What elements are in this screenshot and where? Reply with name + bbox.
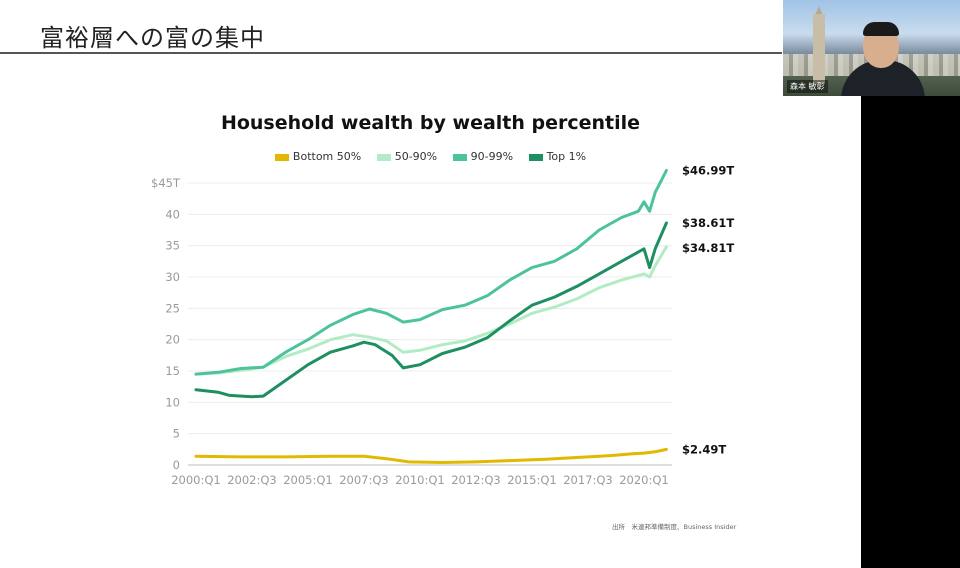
x-tick-label: 2005:Q1 xyxy=(283,473,333,487)
y-tick-label: 0 xyxy=(173,458,180,472)
legend-item-top-1: Top 1% xyxy=(528,150,587,163)
title-divider xyxy=(0,52,782,54)
y-tick-label: 35 xyxy=(165,239,180,253)
y-tick-label: 5 xyxy=(173,427,180,441)
legend-label-90-99: 90-99% xyxy=(470,150,514,163)
x-tick-label: 2020:Q1 xyxy=(619,473,669,487)
webcam-tower xyxy=(813,14,825,84)
series-line-1 xyxy=(194,245,668,376)
webcam-tower-top xyxy=(814,6,824,18)
series-line-2 xyxy=(194,169,668,376)
end-value-label-0: $2.49T xyxy=(682,442,726,456)
slide-title: 富裕層への富の集中 xyxy=(40,24,265,52)
legend-item-50-90: 50-90% xyxy=(376,150,438,163)
x-tick-label: 2017:Q3 xyxy=(563,473,613,487)
legend-label-bottom-50: Bottom 50% xyxy=(292,150,362,163)
end-value-label-1: $34.81T xyxy=(682,241,734,255)
side-panel xyxy=(861,96,960,568)
legend-swatch-90-99 xyxy=(452,153,467,161)
y-tick-label: $45T xyxy=(151,176,181,190)
end-value-label-2: $46.99T xyxy=(682,164,734,178)
y-tick-label: 30 xyxy=(165,270,180,284)
legend-swatch-bottom-50 xyxy=(274,153,289,161)
legend-item-bottom-50: Bottom 50% xyxy=(274,150,362,163)
webcam-name-label: 森本 敏彰 xyxy=(787,80,828,93)
legend-label-top-1: Top 1% xyxy=(546,150,587,163)
y-tick-label: 20 xyxy=(165,333,180,347)
x-tick-label: 2002:Q3 xyxy=(227,473,277,487)
y-tick-label: 10 xyxy=(165,395,180,409)
source-text: 米連邦準備制度、Business Insider xyxy=(631,523,737,531)
end-value-label-3: $38.61T xyxy=(682,216,734,230)
source-note: 出所 米連邦準備制度、Business Insider xyxy=(612,521,736,531)
y-tick-label: 15 xyxy=(165,364,180,378)
legend-swatch-50-90 xyxy=(376,153,391,161)
y-tick-label: 25 xyxy=(165,301,180,315)
x-tick-label: 2007:Q3 xyxy=(339,473,389,487)
legend-item-90-99: 90-99% xyxy=(452,150,514,163)
x-tick-label: 2015:Q1 xyxy=(507,473,557,487)
chart-title: Household wealth by wealth percentile xyxy=(220,112,641,134)
series-line-0 xyxy=(194,447,668,464)
x-tick-label: 2000:Q1 xyxy=(171,473,221,487)
webcam-speaker-hair xyxy=(863,22,899,36)
chart-legend: Bottom 50% 50-90% 90-99% Top 1% xyxy=(0,150,861,163)
source-label: 出所 xyxy=(612,523,625,531)
series-line-3 xyxy=(194,221,668,399)
legend-label-50-90: 50-90% xyxy=(394,150,438,163)
y-tick-label: 40 xyxy=(165,207,180,221)
legend-swatch-top-1 xyxy=(528,153,543,161)
webcam-video[interactable]: 森本 敏彰 xyxy=(783,0,960,96)
x-tick-label: 2012:Q3 xyxy=(451,473,501,487)
x-tick-label: 2010:Q1 xyxy=(395,473,445,487)
